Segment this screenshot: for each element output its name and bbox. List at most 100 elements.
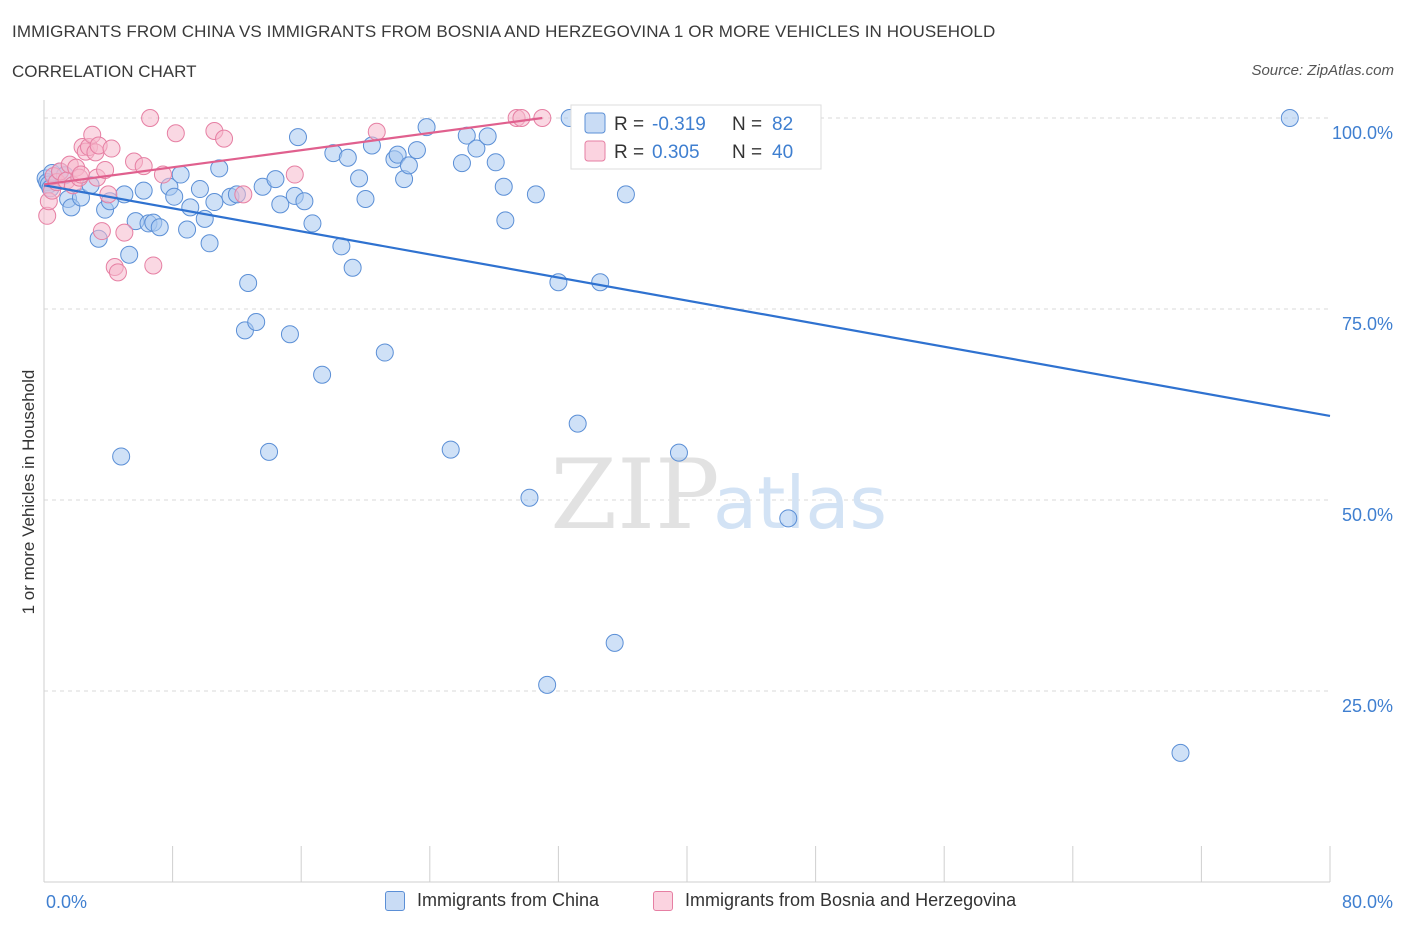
legend-item-bosnia[interactable]: Immigrants from Bosnia and Herzegovina [653,890,1016,911]
watermark-atlas: atlas [713,461,887,545]
legend-china-square [385,890,405,911]
bosnia-point-35 [285,165,304,184]
china-point-46 [313,365,332,384]
legend-bosnia-square [653,890,673,911]
china-point-35 [239,274,258,293]
china-point-58 [399,156,418,175]
china-point-75 [591,273,610,292]
china-point-39 [266,170,285,189]
watermark-zip: ZIP [550,439,719,551]
legend-bosnia-label: Immigrants from Bosnia and Herzegovina [685,890,1017,910]
china-point-64 [467,139,486,158]
axes [43,100,1331,883]
china-point-71 [538,675,557,694]
bosnia-point-25 [115,223,134,242]
china-point-23 [165,187,184,206]
china-point-16 [120,245,139,264]
bosnia-point-33 [215,129,234,148]
y-tick-label-100: 100.0% [1332,123,1393,143]
china-point-21 [150,218,169,237]
china-point-77 [616,185,635,204]
chart-title: IMMIGRANTS FROM CHINA VS IMMIGRANTS FROM… [12,22,996,41]
china-point-69 [520,488,539,507]
watermark: ZIP atlas [550,439,887,551]
legend-item-china[interactable]: Immigrants from China [385,890,599,911]
china-point-36 [247,312,266,331]
china-point-78 [669,443,688,462]
china-point-60 [417,118,436,137]
bosnia-point-38 [512,109,531,127]
y-tick-label-50: 50.0% [1342,505,1393,525]
y-axis-label: 1 or more Vehicles in Household [19,370,38,615]
china-point-67 [494,177,513,196]
x-tick-labels: 0.0% 80.0% [46,892,1393,912]
bosnia-point-24 [108,263,127,282]
x-tick-label-min: 0.0% [46,892,87,912]
legend-china-n-value: 82 [772,114,793,135]
china-point-24 [171,165,190,184]
trend-lines [43,116,1331,418]
legend-china-r-label: R = [614,114,644,135]
bosnia-point-22 [102,139,121,158]
china-point-66 [486,153,505,172]
china-point-68 [496,211,515,230]
grid-lines [44,117,1330,692]
china-point-76 [605,633,624,652]
china-point-54 [375,343,394,362]
bosnia-point-36 [367,122,386,141]
china-point-43 [288,128,307,147]
china-point-29 [200,234,219,253]
x-tick-label-max: 80.0% [1342,892,1393,912]
y-tick-label-25: 25.0% [1342,696,1393,716]
bosnia-point-20 [96,160,115,179]
chart-source: Source: ZipAtlas.com [1251,62,1394,79]
bosnia-point-29 [144,256,163,275]
y-tick-label-75: 75.0% [1342,314,1393,334]
bosnia-point-34 [234,185,253,204]
legend-bosnia-r-label: R = [614,142,644,163]
china-point-31 [210,159,229,178]
correlation-legend: R = -0.319 N = 82 R = 0.305 N = 40 [570,104,822,170]
china-trend-line [43,184,1331,418]
bosnia-point-28 [141,109,160,127]
china-point-27 [190,180,209,199]
legend-china-r-value: -0.319 [652,114,706,135]
china-point-52 [356,189,375,208]
china-point-70 [526,185,545,204]
china-point-61 [441,440,460,459]
china-point-44 [295,192,314,211]
china-point-65 [478,127,497,146]
bosnia-point-19 [92,222,111,241]
bosnia-point-21 [99,185,118,204]
bosnia-point-31 [166,124,185,143]
china-point-40 [271,195,290,214]
chart-subtitle: CORRELATION CHART [12,62,197,81]
china-point-49 [338,148,357,167]
legend-bosnia-swatch [584,140,606,162]
legend-china-n-label: N = [732,114,762,135]
series-china-points [36,109,1299,762]
china-point-25 [178,220,197,239]
legend-bosnia-n-value: 40 [772,142,793,163]
bosnia-trend-line [43,116,543,186]
china-point-45 [303,214,322,233]
china-point-14 [112,447,131,466]
china-point-80 [1171,743,1190,762]
china-point-79 [779,509,798,528]
china-point-81 [1280,109,1299,127]
y-tick-labels: 100.0% 75.0% 50.0% 25.0% [1332,123,1393,716]
china-point-56 [388,145,407,164]
china-point-59 [407,141,426,160]
china-point-62 [452,154,471,173]
china-point-18 [134,181,153,200]
china-point-50 [343,258,362,277]
china-point-38 [260,442,279,461]
legend-bosnia-r-value: 0.305 [652,142,700,163]
china-point-74 [568,414,587,433]
bottom-legend: Immigrants from China Immigrants from Bo… [0,886,1406,920]
china-point-41 [280,325,299,344]
legend-bosnia-n-label: N = [732,142,762,163]
china-point-51 [350,169,369,188]
bosnia-point-30 [153,165,172,184]
